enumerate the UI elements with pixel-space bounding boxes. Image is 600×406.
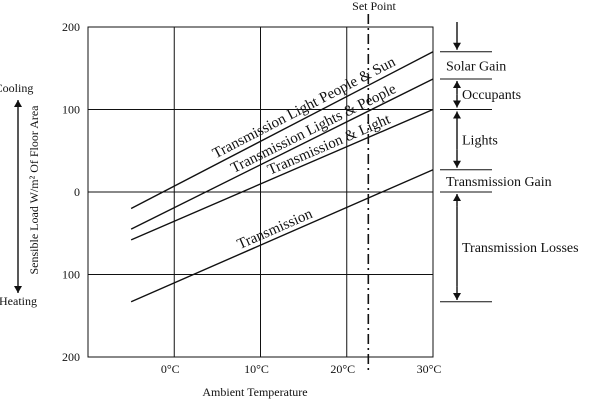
y-tick-label: 200	[62, 350, 80, 364]
x-tick-label: 10°C	[244, 362, 269, 376]
lights-arrow-up-head	[453, 111, 461, 119]
set-point-label: Set Point	[352, 0, 396, 13]
y-tick-label: 200	[62, 20, 80, 34]
occupants-arrow-down-head	[453, 100, 461, 108]
heating-label: Heating	[0, 294, 37, 308]
series-label: Transmission	[235, 206, 315, 253]
cooling-arrow-head	[14, 100, 22, 107]
heating-arrow-head	[14, 286, 22, 293]
x-tick-label: 30°C	[417, 362, 442, 376]
x-axis-label: Ambient Temperature	[202, 385, 307, 399]
annotation-label: Transmission Losses	[462, 241, 579, 256]
annotation-layer: Solar Gain Occupants Lights Transmission Ga…	[14, 22, 579, 303]
losses-arrow-down-head	[453, 293, 461, 300]
lights-arrow-down-head	[453, 160, 461, 168]
annotation-label: Occupants	[462, 88, 521, 103]
series-line	[130, 78, 434, 230]
grid-layer: 0°C 10°C 20°C 30°C 200 100 0 100 200	[62, 14, 441, 376]
series-layer: Transmission Light People & SunTransmiss…	[130, 51, 434, 303]
annotation-label: Lights	[462, 134, 498, 149]
series-line	[130, 169, 434, 303]
series-line	[130, 51, 434, 210]
annotation-label: Transmission Gain	[446, 175, 552, 190]
y-tick-label: 100	[62, 268, 80, 282]
text-layer: Ambient Temperature Sensible Load W/m² O…	[0, 0, 396, 399]
series-line	[130, 108, 434, 241]
annotation-label: Solar Gain	[446, 59, 506, 74]
cooling-label: Cooling	[0, 81, 33, 95]
solar-gain-arrow-head	[453, 42, 461, 50]
y-tick-label: 100	[62, 103, 80, 117]
x-tick-label: 20°C	[330, 362, 355, 376]
x-tick-label: 0°C	[161, 362, 180, 376]
losses-arrow-up-head	[453, 194, 461, 201]
occupants-arrow-up-head	[453, 80, 461, 88]
y-axis-label: Sensible Load W/m² Of Floor Area	[27, 105, 41, 275]
y-tick-label: 0	[74, 185, 80, 199]
